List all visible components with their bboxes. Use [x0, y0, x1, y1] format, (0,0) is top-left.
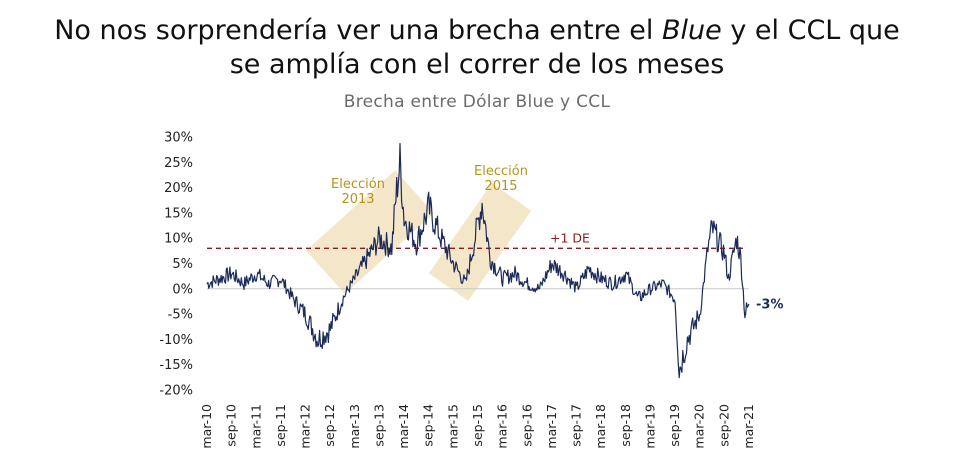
y-tick-label: 5% — [172, 257, 193, 272]
title-part1: No nos sorprendería ver una brecha entre… — [54, 15, 662, 46]
x-tick-label: sep-15 — [470, 404, 485, 447]
y-tick-label: 0% — [172, 282, 193, 297]
x-tick-label: sep-12 — [322, 404, 337, 447]
x-tick-label: mar-20 — [692, 404, 707, 449]
x-tick-label: mar-15 — [445, 404, 460, 449]
y-tick-label: -5% — [168, 308, 193, 323]
x-tick-label: sep-19 — [667, 404, 682, 447]
y-tick-label: 15% — [164, 206, 193, 221]
reference-line-label: +1 DE — [550, 230, 590, 245]
x-tick-label: sep-17 — [569, 404, 584, 447]
x-tick-label: sep-20 — [716, 404, 731, 447]
title-part2: y el CCL que — [721, 15, 900, 46]
y-tick-label: -20% — [159, 384, 193, 399]
x-tick-label: mar-11 — [248, 404, 263, 449]
y-tick-label: -10% — [159, 333, 193, 348]
x-tick-label: mar-18 — [593, 404, 608, 449]
end-value-label: -3% — [756, 297, 783, 312]
y-tick-label: 10% — [164, 232, 193, 247]
x-tick-label: mar-14 — [396, 404, 411, 449]
x-tick-label: sep-13 — [371, 404, 386, 447]
x-tick-label: mar-19 — [642, 404, 657, 449]
axes: 30% 25% 20% 15% 10% 5% 0% -5% -10% -15% -20% mar-10… — [159, 131, 756, 449]
annotation-2013-label: Elección — [331, 177, 385, 192]
y-tick-label: 30% — [164, 131, 193, 146]
x-tick-label: mar-13 — [347, 404, 362, 449]
x-tick-label: sep-16 — [519, 404, 534, 447]
x-tick-label: mar-10 — [199, 404, 214, 449]
x-tick-label: sep-10 — [224, 404, 239, 447]
x-tick-label: mar-12 — [298, 404, 313, 449]
x-tick-label: sep-14 — [421, 404, 436, 447]
chart-title: No nos sorprendería ver una brecha entre… — [0, 14, 954, 82]
title-line2: se amplía con el correr de los meses — [229, 49, 725, 80]
y-tick-label: 25% — [164, 156, 193, 171]
x-tick-label: sep-11 — [273, 404, 288, 447]
y-tick-label: 20% — [164, 181, 193, 196]
x-tick-label: mar-21 — [741, 404, 756, 449]
series-group — [206, 143, 750, 379]
series-line — [206, 143, 750, 379]
annotation-2015-label: Elección — [474, 164, 528, 179]
annotation-2013-year: 2013 — [341, 192, 374, 207]
x-tick-label: mar-16 — [495, 404, 510, 449]
x-tick-label: sep-18 — [618, 404, 633, 447]
title-italic: Blue — [662, 15, 722, 46]
x-tick-label: mar-17 — [544, 404, 559, 449]
y-tick-label: -15% — [159, 358, 193, 373]
reference-line-group: +1 DE — [207, 230, 747, 249]
annotation-2015-year: 2015 — [484, 179, 517, 194]
chart-subtitle: Brecha entre Dólar Blue y CCL — [343, 92, 611, 112]
